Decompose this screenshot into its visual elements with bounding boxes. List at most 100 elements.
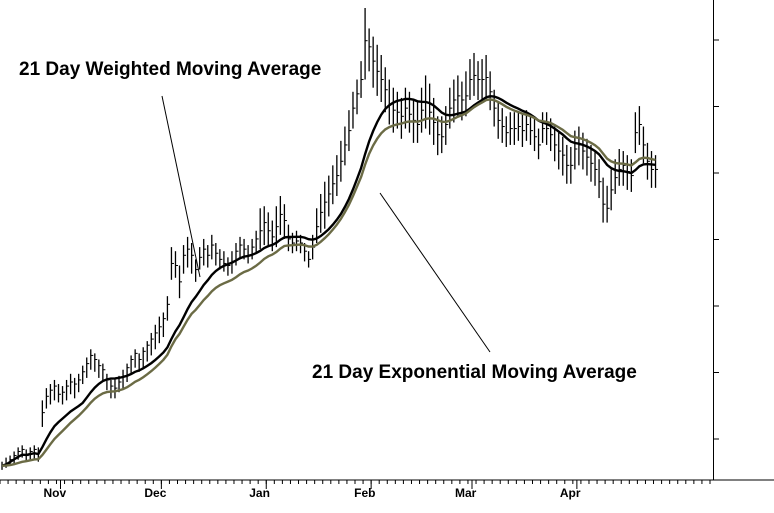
price-bar: [493, 89, 497, 127]
price-bar: [235, 243, 239, 266]
price-bar: [344, 126, 348, 166]
price-bar: [61, 386, 66, 405]
price-bar: [598, 159, 602, 199]
price-bar: [372, 36, 376, 88]
price-bar: [106, 373, 110, 391]
price-bar: [166, 296, 170, 321]
price-bar: [541, 112, 546, 143]
price-bar: [86, 357, 90, 378]
price-bar: [497, 102, 501, 139]
price-bar: [457, 75, 461, 117]
axis-ticks: Nov Dec Jan Feb Mar Apr: [0, 39, 719, 500]
price-bar: [606, 185, 610, 223]
price-bar: [65, 379, 70, 401]
wma-line: [1, 94, 656, 467]
x-tick-label: Mar: [455, 486, 477, 500]
price-bar: [614, 159, 618, 194]
price-bar: [90, 349, 94, 370]
price-bar: [271, 220, 275, 252]
price-bar: [376, 44, 380, 96]
price-bar: [73, 377, 78, 399]
price-bar: [320, 193, 324, 233]
price-bar: [513, 112, 517, 145]
price-bar: [469, 59, 473, 100]
price-bar: [178, 265, 183, 299]
price-bar: [122, 369, 126, 389]
price-bar: [650, 151, 655, 188]
price-bar: [207, 245, 211, 268]
price-bar: [638, 106, 642, 145]
price-bar: [501, 108, 505, 143]
price-bar: [364, 8, 368, 80]
price-bar: [634, 112, 638, 154]
price-bar: [388, 79, 392, 125]
price-bar: [449, 87, 453, 129]
price-bar: [283, 204, 287, 239]
x-tick-label: Nov: [44, 486, 67, 500]
price-bar: [275, 206, 279, 248]
price-bar: [558, 132, 562, 170]
price-bar: [517, 112, 521, 141]
price-bar: [82, 365, 86, 385]
price-bar: [340, 140, 344, 182]
annotation-ema-label: 21 Day Exponential Moving Average: [312, 362, 637, 383]
price-bar: [170, 247, 174, 280]
price-bar: [368, 28, 372, 72]
price-bar: [590, 144, 594, 182]
price-bar: [602, 177, 606, 223]
price-bar: [69, 373, 74, 395]
price-bar: [654, 155, 659, 188]
price-bar: [259, 208, 263, 250]
price-bar: [570, 146, 574, 184]
price-bar: [578, 126, 582, 166]
price-bar: [94, 353, 98, 372]
price-bar: [102, 363, 106, 382]
price-bar: [477, 61, 481, 100]
price-bar: [150, 332, 154, 356]
price-bar: [162, 312, 166, 338]
price-bar: [186, 236, 191, 268]
price-bar: [586, 138, 590, 176]
price-bar: [154, 324, 158, 350]
price-bar: [227, 257, 231, 276]
price-bar: [356, 79, 360, 115]
price-bar: [554, 126, 558, 162]
price-bar: [562, 136, 566, 176]
x-tick-label: Apr: [560, 486, 581, 500]
price-bar: [45, 388, 49, 409]
price-bar: [610, 169, 614, 211]
price-bar: [594, 151, 598, 186]
price-bar: [473, 52, 477, 96]
price-bar: [49, 384, 53, 405]
price-bar: [110, 379, 114, 399]
price-bar: [158, 316, 162, 344]
price-bar: [138, 353, 142, 372]
price-bar: [203, 238, 207, 266]
price-bar: [537, 128, 542, 160]
price-bar: [13, 451, 17, 464]
annotation-pointers: [161, 95, 491, 353]
price-bar: [437, 116, 441, 156]
price-bar: [352, 91, 356, 129]
price-bar: [489, 71, 493, 111]
price-bar: [53, 379, 57, 401]
price-bar: [239, 236, 243, 260]
price-bar: [57, 384, 61, 403]
x-tick-label: Jan: [249, 486, 270, 500]
price-bar: [223, 251, 227, 272]
price-bar: [182, 245, 187, 274]
price-bar: [566, 144, 570, 184]
moving-average-lines: [1, 94, 656, 467]
price-bar: [533, 118, 538, 152]
price-bar: [545, 112, 550, 145]
price-bar: [219, 249, 223, 270]
price-bar: [384, 67, 388, 113]
price-bar: [114, 377, 118, 399]
price-bar: [126, 363, 130, 382]
price-bar: [267, 212, 271, 248]
price-bar: [360, 61, 364, 98]
price-bar: [255, 230, 259, 254]
price-bar: [215, 243, 219, 266]
price-bar: [380, 55, 384, 103]
